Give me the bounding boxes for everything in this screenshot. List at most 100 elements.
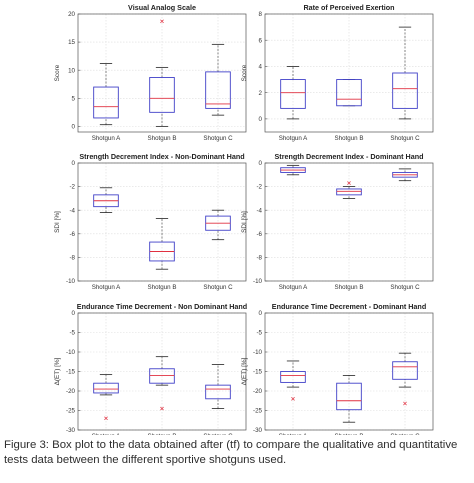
y-axis-label: Δ(ET) [%] xyxy=(54,357,61,385)
box-shotgun-b xyxy=(336,374,362,423)
y-axis-label: SDI [%] xyxy=(54,211,61,233)
chart-title: Strength Decrement Index - Dominant Hand xyxy=(275,152,424,161)
x-tick-label: Shotgun B xyxy=(148,433,177,435)
box-shotgun-a xyxy=(93,63,119,126)
y-tick-label: -20 xyxy=(66,388,76,395)
chart-title: Rate of Perceived Exertion xyxy=(303,3,394,12)
box-shotgun-b xyxy=(149,218,175,270)
y-tick-label: 2 xyxy=(259,90,263,97)
box-iqr xyxy=(336,79,362,107)
box-iqr xyxy=(149,77,175,113)
outlier-point xyxy=(403,401,407,406)
chart-title: Endurance Time Decrement - Dominant Hand xyxy=(272,302,426,311)
box-shotgun-b xyxy=(149,356,175,411)
box-shotgun-c xyxy=(392,168,418,182)
box-iqr xyxy=(93,86,119,119)
chart-panel-6: -30 -25 -20 -15 -10 -5 0 Shotgun A Shotgun B Shot… xyxy=(241,302,434,435)
y-tick-label: -20 xyxy=(253,388,263,395)
y-tick-label: -6 xyxy=(256,231,262,238)
axes-frame xyxy=(77,162,247,282)
box-iqr xyxy=(336,382,362,411)
y-tick-label: -30 xyxy=(253,427,263,434)
y-tick-label: -8 xyxy=(256,255,262,262)
chart-panel-1: 0 5 10 15 20 Shotgun A Shotgun B Shotgun C Visua… xyxy=(54,3,247,142)
y-tick-label: -10 xyxy=(253,278,263,285)
y-tick-label: 5 xyxy=(72,95,76,102)
box-shotgun-b xyxy=(336,79,362,107)
x-tick-label: Shotgun C xyxy=(203,284,233,291)
chart-title: Visual Analog Scale xyxy=(128,3,196,12)
box-iqr xyxy=(336,188,362,196)
box-shotgun-c xyxy=(392,352,418,406)
box-shotgun-c xyxy=(205,43,231,116)
outlier-point xyxy=(104,416,108,421)
figure-caption: Figure 3: Box plot to the data obtained … xyxy=(4,439,458,466)
y-tick-label: -10 xyxy=(66,278,76,285)
y-tick-label: -10 xyxy=(253,349,263,356)
y-tick-label: -2 xyxy=(256,184,262,191)
box-shotgun-a xyxy=(93,187,119,213)
outlier-point xyxy=(160,406,164,411)
box-iqr xyxy=(392,72,418,109)
box-shotgun-a xyxy=(280,164,306,176)
x-tick-label: Shotgun A xyxy=(279,135,308,142)
outlier-point xyxy=(160,19,164,24)
box-iqr xyxy=(392,361,418,380)
y-tick-label: -2 xyxy=(69,184,75,191)
box-iqr xyxy=(205,71,231,109)
axes-frame xyxy=(264,13,434,133)
chart-title: Endurance Time Decrement - Non Dominant … xyxy=(77,302,247,311)
y-tick-label: -25 xyxy=(253,408,263,415)
chart-panel-4: -10 -8 -6 -4 -2 0 Shotgun A Shotgun B Shotgun C S… xyxy=(241,152,434,291)
x-tick-label: Shotgun A xyxy=(92,433,121,435)
y-tick-label: 4 xyxy=(259,64,263,71)
chart-panel-2: 0 2 4 6 8 Shotgun A Shotgun B Shotgun C Rate of … xyxy=(241,3,434,142)
y-tick-label: 0 xyxy=(259,310,263,317)
box-iqr xyxy=(93,382,119,394)
box-iqr xyxy=(205,384,231,400)
box-shotgun-c xyxy=(205,364,231,409)
box-shotgun-a xyxy=(280,66,306,120)
x-tick-label: Shotgun A xyxy=(279,433,308,435)
y-tick-label: 6 xyxy=(259,37,263,44)
box-iqr xyxy=(149,368,175,384)
y-tick-label: 0 xyxy=(72,160,76,167)
y-tick-label: -6 xyxy=(69,231,75,238)
chart-panel-3: -10 -8 -6 -4 -2 0 Shotgun A Shotgun B Shotgun C S… xyxy=(54,152,247,291)
axes-frame xyxy=(264,162,434,282)
x-tick-label: Shotgun B xyxy=(335,284,364,291)
box-shotgun-a xyxy=(280,360,306,401)
y-axis-label: Δ(ET) [%] xyxy=(241,357,248,385)
axes-frame xyxy=(77,13,247,133)
y-tick-label: 0 xyxy=(72,310,76,317)
y-tick-label: -30 xyxy=(66,427,76,434)
chart-title: Strength Decrement Index - Non-Dominant … xyxy=(79,152,244,161)
x-tick-label: Shotgun A xyxy=(92,135,121,142)
x-tick-label: Shotgun C xyxy=(203,433,233,435)
y-tick-label: -25 xyxy=(66,408,76,415)
y-axis-label: Score xyxy=(54,64,61,81)
x-tick-label: Shotgun C xyxy=(390,135,420,142)
box-iqr xyxy=(280,371,306,383)
y-tick-label: -8 xyxy=(69,255,75,262)
y-tick-label: 0 xyxy=(259,116,263,123)
box-shotgun-b xyxy=(149,19,175,127)
y-tick-label: 8 xyxy=(259,11,263,18)
x-tick-label: Shotgun B xyxy=(335,433,364,435)
y-tick-label: -4 xyxy=(256,207,262,214)
y-tick-label: -5 xyxy=(256,330,262,337)
x-tick-label: Shotgun B xyxy=(148,135,177,142)
x-tick-label: Shotgun C xyxy=(203,135,233,142)
x-tick-label: Shotgun B xyxy=(335,135,364,142)
y-tick-label: 0 xyxy=(72,123,76,130)
y-tick-label: 0 xyxy=(259,160,263,167)
x-tick-label: Shotgun C xyxy=(390,433,420,435)
outlier-point xyxy=(347,181,351,185)
y-tick-label: -5 xyxy=(69,330,75,337)
y-tick-label: -10 xyxy=(66,349,76,356)
x-tick-label: Shotgun B xyxy=(148,284,177,291)
y-tick-label: 20 xyxy=(68,11,75,18)
outlier-point xyxy=(291,396,295,401)
chart-panel-5: -30 -25 -20 -15 -10 -5 0 Shotgun A Shotgun B Shot… xyxy=(54,302,247,435)
